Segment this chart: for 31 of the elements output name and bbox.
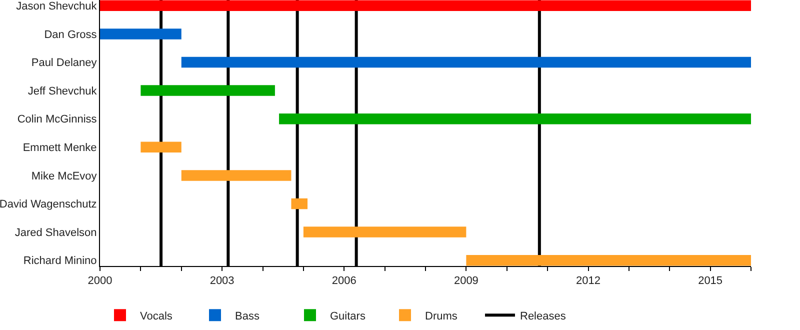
legend-label: Bass	[235, 310, 260, 322]
x-tick-label: 2006	[332, 275, 356, 288]
legend-label: Guitars	[330, 310, 366, 322]
bar	[140, 142, 182, 153]
x-tick-label: 2012	[576, 275, 600, 288]
x-tick-label: 2003	[210, 275, 234, 288]
bar	[181, 170, 292, 181]
legend-label: Releases	[520, 310, 566, 322]
y-tick-label: Emmett Menke	[22, 142, 97, 154]
bar	[100, 0, 751, 12]
bar	[303, 226, 466, 238]
y-tick-label: Jeff Shevchuk	[28, 85, 98, 98]
y-tick-label: Jason Shevchuk	[16, 0, 98, 13]
x-tick-label: 2015	[698, 275, 723, 288]
y-tick-label: Colin McGinniss	[17, 114, 98, 126]
y-tick-label: Richard Minino	[23, 255, 97, 268]
y-tick-label: Dan Gross	[44, 28, 98, 41]
bar	[100, 28, 182, 40]
legend-label: Vocals	[140, 310, 173, 322]
x-tick-label: 2000	[88, 275, 112, 288]
bar	[466, 254, 751, 266]
y-tick-label: Mike McEvoy	[31, 170, 98, 182]
legend-label: Drums	[425, 310, 458, 322]
y-tick-label: David Wagenschutz	[0, 198, 97, 211]
bar	[181, 56, 751, 68]
bar	[140, 85, 275, 96]
y-tick-label: Paul Delaney	[31, 57, 98, 70]
x-tick-label: 2009	[454, 275, 478, 288]
bar	[291, 198, 308, 210]
bar	[279, 113, 751, 124]
y-tick-label: Jared Shavelson	[14, 226, 97, 239]
